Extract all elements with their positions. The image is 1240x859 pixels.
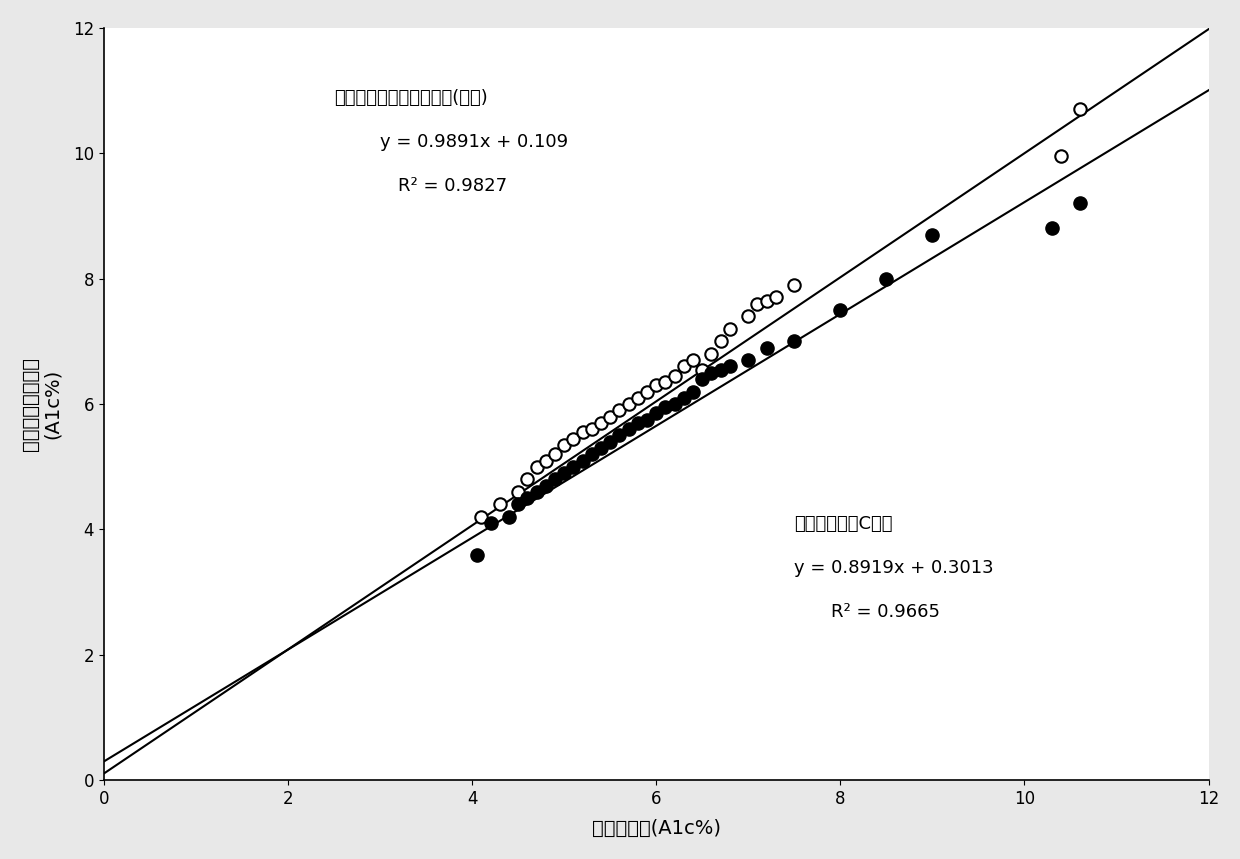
Point (1070, 197, 1090, 210)
Point (711, 334, 730, 348)
Point (923, 228, 942, 241)
Point (582, 448, 601, 461)
Text: 异常血红蛋白C检体: 异常血红蛋白C检体 (795, 515, 893, 533)
Text: 不含异常血红蛋白的检体(空心): 不含异常血红蛋白的检体(空心) (334, 89, 487, 107)
Point (536, 454, 556, 467)
Point (546, 472, 565, 486)
Point (720, 360, 740, 374)
Point (702, 366, 722, 380)
Point (508, 497, 528, 511)
Point (1042, 222, 1061, 235)
Point (748, 297, 768, 311)
Point (720, 322, 740, 336)
Point (517, 472, 537, 486)
Point (711, 362, 730, 376)
Point (1052, 149, 1071, 163)
Point (619, 397, 639, 411)
Point (692, 362, 712, 376)
Point (490, 497, 510, 511)
Point (665, 369, 684, 383)
Point (573, 425, 593, 439)
Point (766, 290, 786, 304)
Point (673, 360, 693, 374)
Point (637, 385, 657, 399)
Point (665, 397, 684, 411)
Point (656, 375, 676, 389)
Point (563, 460, 583, 473)
Point (756, 294, 776, 308)
Point (610, 429, 630, 442)
Point (1070, 102, 1090, 116)
Text: R² = 0.9827: R² = 0.9827 (398, 177, 507, 195)
Point (508, 485, 528, 499)
Point (627, 416, 647, 430)
Point (591, 442, 611, 455)
Point (610, 404, 630, 417)
Point (673, 391, 693, 405)
Point (546, 448, 565, 461)
Point (466, 548, 486, 562)
Point (785, 278, 805, 292)
Point (646, 406, 666, 420)
Point (471, 510, 491, 524)
Point (536, 478, 556, 492)
Text: R² = 0.9665: R² = 0.9665 (831, 603, 940, 621)
Point (582, 423, 601, 436)
Y-axis label: 阳离子交换色谱法
(A1c%): 阳离子交换色谱法 (A1c%) (21, 357, 62, 451)
Point (877, 271, 897, 285)
Point (738, 353, 758, 367)
Point (692, 372, 712, 386)
Point (481, 516, 501, 530)
Point (591, 416, 611, 430)
Point (554, 438, 574, 452)
Point (554, 466, 574, 480)
Point (683, 353, 703, 367)
Point (600, 410, 620, 423)
Point (702, 347, 722, 361)
Point (573, 454, 593, 467)
Point (656, 400, 676, 414)
Point (619, 423, 639, 436)
Point (600, 435, 620, 448)
Point (785, 334, 805, 348)
Point (637, 413, 657, 427)
Point (738, 309, 758, 323)
Point (498, 510, 518, 524)
Point (563, 432, 583, 446)
Point (517, 491, 537, 505)
Point (831, 303, 851, 317)
Point (527, 485, 547, 499)
Point (646, 379, 666, 393)
Text: y = 0.9891x + 0.109: y = 0.9891x + 0.109 (381, 133, 568, 151)
Point (627, 391, 647, 405)
Point (756, 341, 776, 355)
Point (527, 460, 547, 473)
Point (683, 385, 703, 399)
X-axis label: 亲和色谱法(A1c%): 亲和色谱法(A1c%) (591, 819, 720, 838)
Text: y = 0.8919x + 0.3013: y = 0.8919x + 0.3013 (795, 559, 994, 577)
